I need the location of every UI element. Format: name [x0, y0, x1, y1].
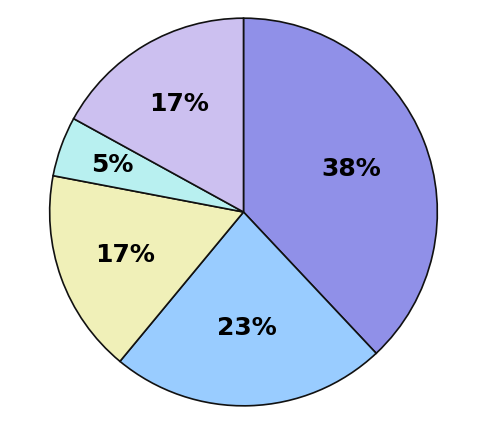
Wedge shape: [50, 176, 244, 361]
Wedge shape: [120, 212, 376, 406]
Text: 23%: 23%: [217, 316, 277, 340]
Text: 38%: 38%: [322, 157, 381, 181]
Text: 17%: 17%: [150, 92, 209, 116]
Text: 5%: 5%: [91, 153, 133, 177]
Wedge shape: [244, 18, 437, 353]
Text: 17%: 17%: [95, 243, 155, 267]
Wedge shape: [74, 18, 244, 212]
Wedge shape: [53, 119, 244, 212]
